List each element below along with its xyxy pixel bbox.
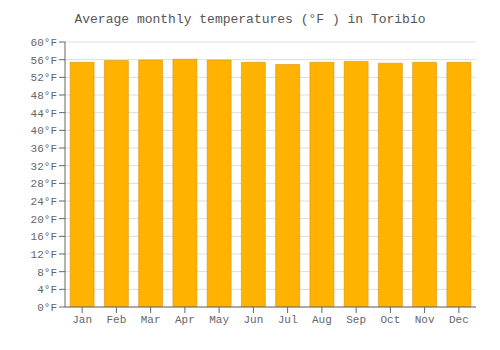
html-text:Average monthly temperatures (: Average monthly temperatures (°F ) in To…: [74, 12, 426, 27]
svg-text:Aug: Aug: [312, 314, 332, 326]
svg-text:44°F: 44°F: [31, 108, 57, 120]
svg-text:Apr: Apr: [175, 314, 195, 326]
svg-text:16°F: 16°F: [31, 231, 57, 243]
svg-text:4°F: 4°F: [37, 284, 57, 296]
svg-text:Dec: Dec: [449, 314, 469, 326]
svg-text:Jun: Jun: [243, 314, 263, 326]
svg-text:52°F: 52°F: [31, 72, 57, 84]
svg-text:0°F: 0°F: [37, 302, 57, 314]
svg-text:48°F: 48°F: [31, 90, 57, 102]
svg-text:60°F: 60°F: [31, 37, 57, 49]
svg-text:Jan: Jan: [72, 314, 92, 326]
svg-text:Mar: Mar: [141, 314, 161, 326]
svg-text:12°F: 12°F: [31, 249, 57, 261]
svg-text:May: May: [209, 314, 229, 326]
svg-text:40°F: 40°F: [31, 125, 57, 137]
svg-text:8°F: 8°F: [37, 267, 57, 279]
svg-text:56°F: 56°F: [31, 55, 57, 67]
svg-text:Sep: Sep: [346, 314, 366, 326]
svg-text:32°F: 32°F: [31, 161, 57, 173]
svg-text:28°F: 28°F: [31, 178, 57, 190]
svg-text:Feb: Feb: [106, 314, 126, 326]
svg-text:Oct: Oct: [380, 314, 400, 326]
svg-text:24°F: 24°F: [31, 196, 57, 208]
svg-text:Nov: Nov: [415, 314, 435, 326]
svg-text:36°F: 36°F: [31, 143, 57, 155]
svg-text:Jul: Jul: [278, 314, 298, 326]
svg-text:20°F: 20°F: [31, 214, 57, 226]
